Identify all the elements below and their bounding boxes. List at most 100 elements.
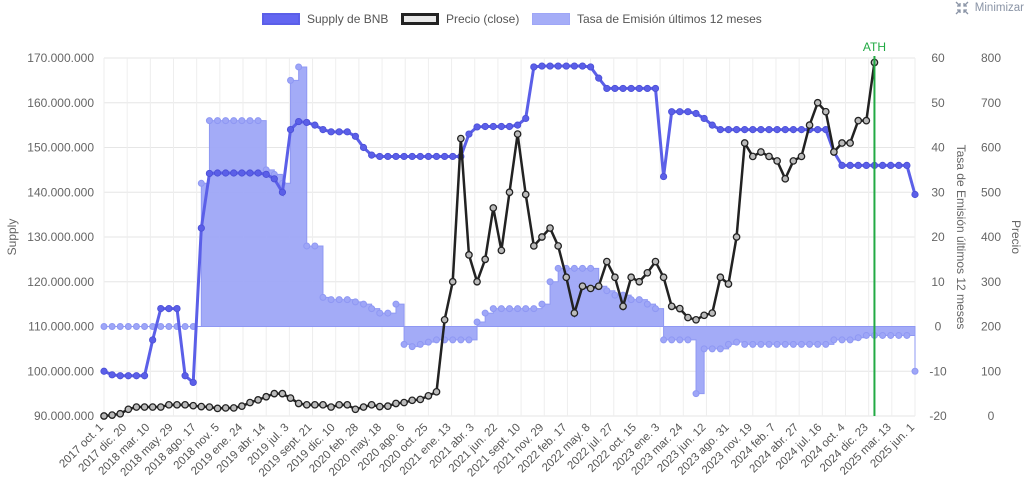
rate-point bbox=[700, 345, 708, 353]
rate-point bbox=[854, 334, 862, 342]
supply-point bbox=[351, 132, 360, 140]
price-point bbox=[100, 412, 108, 420]
legend-item-price[interactable]: Precio (close) bbox=[401, 12, 519, 26]
legend-label-price: Precio (close) bbox=[446, 12, 520, 26]
price-point bbox=[748, 152, 757, 161]
supply-point bbox=[416, 152, 424, 161]
price-point bbox=[156, 403, 165, 411]
supply-point bbox=[335, 128, 343, 136]
rate-point bbox=[489, 305, 497, 313]
rate-point bbox=[587, 264, 595, 272]
supply-point bbox=[278, 188, 287, 196]
rate-point bbox=[806, 340, 814, 348]
rate-point bbox=[546, 278, 554, 286]
rate-point bbox=[327, 296, 335, 304]
rate-point bbox=[400, 340, 408, 348]
legend-label-supply: Supply de BNB bbox=[307, 12, 389, 26]
y-left-tick-label: 90.000.000 bbox=[34, 409, 94, 423]
rate-point bbox=[449, 336, 457, 344]
supply-point bbox=[100, 367, 108, 375]
rate-point bbox=[603, 287, 611, 295]
legend-item-supply[interactable]: Supply de BNB bbox=[262, 12, 388, 26]
supply-point bbox=[230, 169, 238, 177]
price-point bbox=[335, 400, 344, 409]
supply-point bbox=[797, 126, 806, 134]
rate-point bbox=[781, 340, 789, 348]
price-point bbox=[675, 304, 684, 313]
y-rate-tick-label: 50 bbox=[931, 96, 945, 110]
supply-point bbox=[546, 62, 554, 70]
supply-point bbox=[643, 84, 651, 93]
y-price-tick-label: 100 bbox=[981, 364, 1001, 378]
y-rate-axis-title: Tasa de Emisión últimos 12 meses bbox=[954, 145, 968, 330]
supply-point bbox=[619, 84, 627, 93]
minimize-icon bbox=[955, 1, 969, 15]
supply-point bbox=[586, 63, 595, 71]
rate-point bbox=[351, 298, 359, 306]
supply-point bbox=[700, 114, 708, 123]
supply-point bbox=[205, 169, 214, 178]
supply-point bbox=[124, 372, 132, 380]
supply-point bbox=[724, 126, 733, 134]
price-point bbox=[262, 392, 271, 401]
rate-point bbox=[497, 305, 505, 313]
y-price-tick-label: 0 bbox=[988, 409, 995, 423]
price-point bbox=[724, 280, 733, 288]
supply-point bbox=[578, 62, 587, 70]
legend-swatch-supply bbox=[262, 13, 300, 25]
rate-point bbox=[424, 338, 432, 346]
price-point bbox=[732, 233, 741, 241]
price-point bbox=[643, 268, 652, 277]
price-point bbox=[311, 400, 319, 409]
price-point bbox=[611, 273, 619, 282]
supply-point bbox=[432, 152, 441, 161]
legend-item-rate[interactable]: Tasa de Emisión últimos 12 meses bbox=[532, 12, 762, 26]
supply-point bbox=[108, 371, 116, 379]
rate-point bbox=[392, 300, 400, 308]
price-point bbox=[165, 400, 173, 409]
price-point bbox=[108, 411, 116, 419]
price-point bbox=[400, 398, 408, 407]
price-point bbox=[651, 257, 660, 266]
supply-point bbox=[692, 109, 700, 118]
rate-point bbox=[222, 117, 230, 125]
rate-point bbox=[611, 291, 619, 299]
price-point bbox=[538, 233, 546, 241]
supply-point bbox=[732, 126, 741, 134]
supply-point bbox=[222, 169, 230, 177]
price-point bbox=[278, 389, 287, 398]
minimize-label: Minimizar bbox=[974, 2, 1024, 14]
rate-point bbox=[514, 305, 522, 313]
supply-point bbox=[286, 126, 295, 134]
supply-point bbox=[773, 126, 781, 134]
rate-point bbox=[716, 345, 724, 353]
supply-point bbox=[522, 114, 530, 123]
price-point bbox=[570, 309, 579, 317]
rate-point bbox=[676, 336, 684, 344]
rate-point bbox=[651, 305, 659, 313]
price-point bbox=[830, 148, 838, 156]
minimize-button[interactable]: Minimizar bbox=[954, 0, 1024, 16]
price-point bbox=[124, 405, 133, 414]
rate-point bbox=[635, 296, 643, 304]
price-point bbox=[821, 107, 830, 116]
price-point bbox=[302, 400, 311, 409]
supply-point bbox=[489, 122, 497, 131]
price-point bbox=[375, 402, 384, 411]
supply-point bbox=[181, 372, 189, 380]
supply-point bbox=[400, 152, 408, 161]
rate-point bbox=[141, 323, 149, 330]
rate-point bbox=[319, 293, 327, 301]
rate-point bbox=[741, 340, 749, 348]
supply-point bbox=[708, 121, 716, 129]
price-point bbox=[189, 401, 198, 410]
rate-point bbox=[254, 117, 262, 125]
price-point bbox=[465, 251, 473, 259]
supply-point bbox=[789, 126, 797, 134]
supply-point bbox=[595, 74, 603, 82]
price-point bbox=[327, 403, 335, 411]
supply-point bbox=[140, 372, 149, 380]
supply-point bbox=[473, 123, 481, 131]
legend-label-rate: Tasa de Emisión últimos 12 meses bbox=[577, 12, 762, 26]
supply-point bbox=[197, 224, 205, 232]
